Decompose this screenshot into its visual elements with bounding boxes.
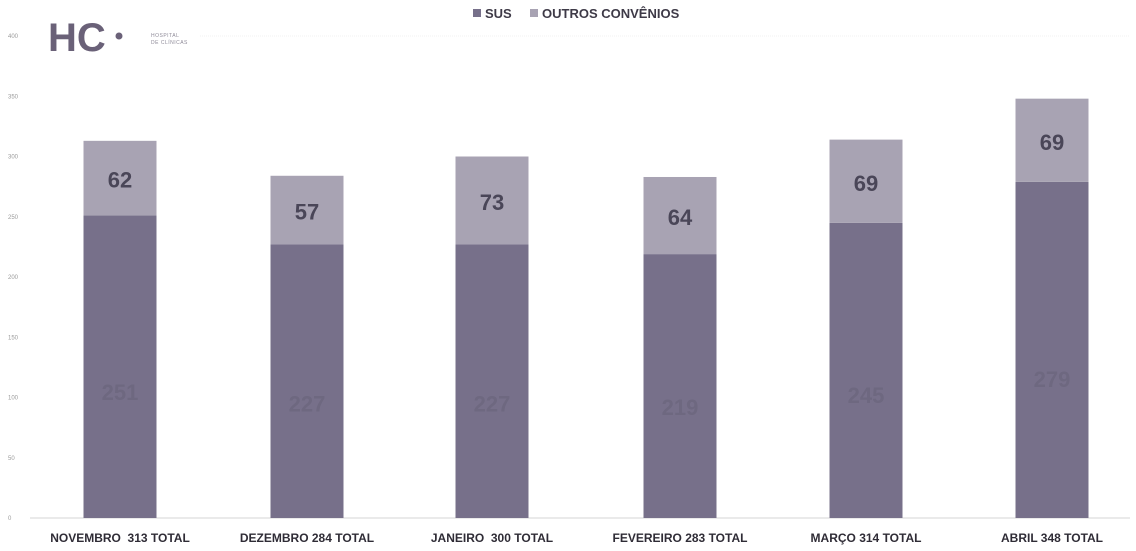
y-tick-label: 50 [8, 456, 15, 462]
category-label: ABRIL 348 TOTAL [1001, 531, 1103, 545]
y-tick-label: 400 [8, 34, 19, 40]
category-labels: NOVEMBRO 313 TOTAL DEZEMBRO 284 TOTAL JANE… [50, 531, 1103, 545]
category-label: DEZEMBRO 284 TOTAL [240, 531, 374, 545]
y-tick-label: 0 [8, 516, 12, 522]
y-tick-label: 300 [8, 155, 19, 161]
bars [83, 98, 1089, 519]
category-label: NOVEMBRO 313 TOTAL [50, 531, 190, 545]
value-label-sus: 219 [662, 395, 699, 420]
value-label-sus: 279 [1034, 367, 1071, 392]
value-label-outros-convenios: 62 [108, 168, 132, 193]
y-tick-label: 150 [8, 335, 19, 341]
value-label-sus: 251 [102, 380, 139, 405]
y-tick-label: 200 [8, 275, 19, 281]
legend-swatch-sus [473, 9, 481, 17]
category-label: JANEIRO 300 TOTAL [431, 531, 553, 545]
bar-outros-convenios [270, 175, 344, 245]
y-tick-label: 350 [8, 94, 19, 100]
value-label-sus: 227 [289, 391, 326, 416]
bar-sus [83, 215, 157, 519]
logo-mark: HC [48, 16, 106, 60]
bar-sus [455, 244, 529, 518]
bar-sus [270, 244, 344, 518]
value-label-sus: 227 [474, 391, 511, 416]
value-labels: 251 62 227 57 227 73 219 64 245 69 279 69 [102, 130, 1071, 420]
y-axis-ticks: 0 50 100 150 200 250 300 350 400 [8, 34, 19, 522]
legend: SUS OUTROS CONVÊNIOS [473, 6, 680, 21]
y-tick-label: 250 [8, 215, 19, 221]
bar-outros-convenios [83, 140, 157, 216]
legend-swatch-outros-convenios [530, 9, 538, 17]
bar-outros-convenios [829, 139, 903, 223]
bar-sus [643, 254, 717, 519]
legend-label-outros-convenios: OUTROS CONVÊNIOS [542, 6, 680, 21]
logo-line1: HOSPITAL [151, 33, 179, 39]
y-tick-label: 100 [8, 396, 19, 402]
value-label-outros-convenios: 64 [668, 205, 693, 230]
bar-outros-convenios [643, 176, 717, 255]
value-label-outros-convenios: 69 [854, 171, 878, 196]
value-label-sus: 245 [848, 383, 885, 408]
value-label-outros-convenios: 57 [295, 199, 319, 224]
logo-line2: DE CLÍNICAS [151, 39, 188, 46]
bar-sus [829, 222, 903, 518]
category-label: FEVEREIRO 283 TOTAL [613, 531, 748, 545]
hospital-logo: HC HOSPITAL DE CLÍNICAS [48, 16, 188, 60]
category-label: MARÇO 314 TOTAL [811, 531, 922, 545]
bar-outros-convenios [455, 156, 529, 245]
logo-dot-core-icon [115, 32, 123, 40]
legend-label-sus: SUS [485, 6, 512, 21]
value-label-outros-convenios: 69 [1040, 130, 1064, 155]
value-label-outros-convenios: 73 [480, 190, 504, 215]
bar-outros-convenios [1015, 98, 1089, 182]
bar-sus [1015, 181, 1089, 518]
